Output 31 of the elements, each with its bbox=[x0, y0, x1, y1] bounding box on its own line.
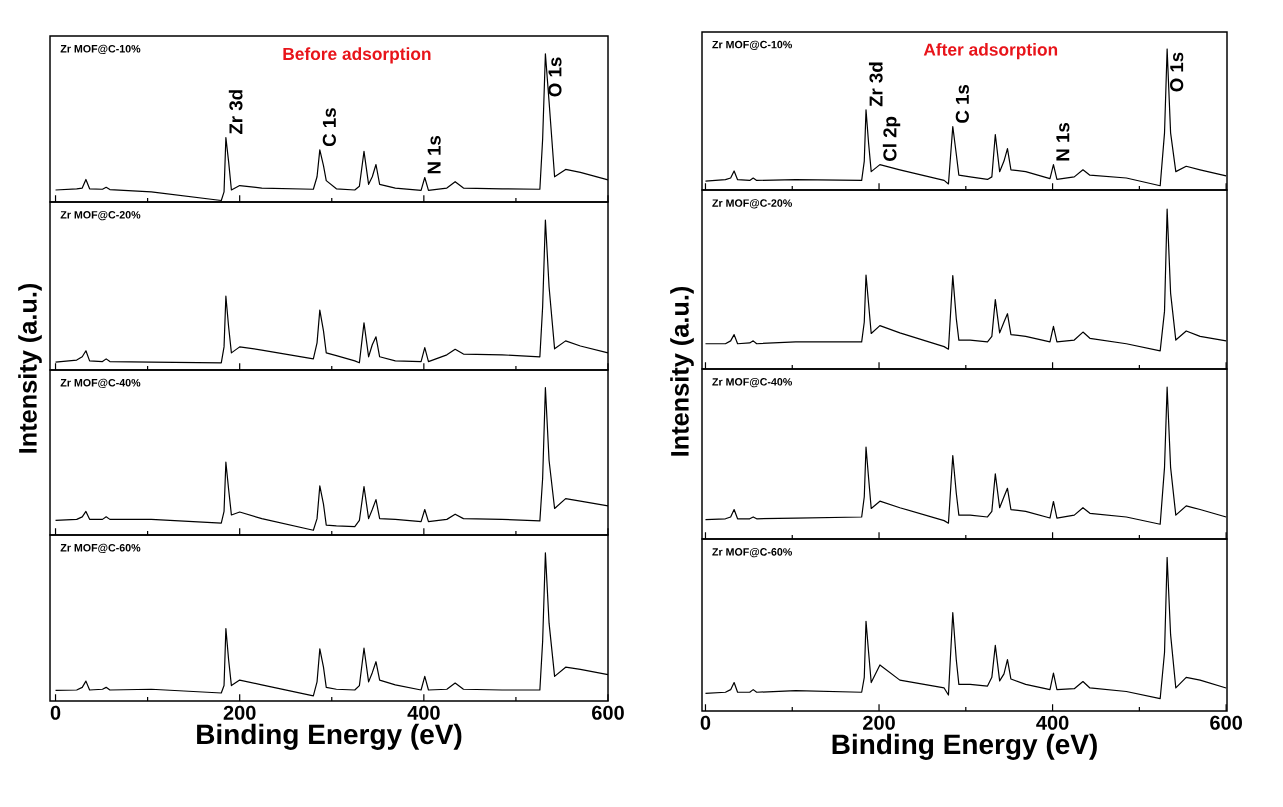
text: Zr MOF@C-20% bbox=[60, 210, 141, 221]
x-tick-label: 0 bbox=[700, 715, 711, 730]
text: Zr MOF@C-10% bbox=[60, 44, 141, 55]
annotation: O 1s bbox=[548, 57, 562, 97]
x-axis-title: Binding Energy (eV) bbox=[197, 723, 462, 750]
x-tick-label: 200 bbox=[863, 715, 895, 730]
x-tick-label: 400 bbox=[407, 705, 440, 720]
annotation: N 1s bbox=[427, 135, 441, 174]
chart-title: Before adsorption bbox=[283, 47, 431, 64]
y-axis-title: Intensity (a.u.) bbox=[670, 286, 694, 456]
chart-title: After adsorption bbox=[923, 43, 1058, 60]
annotation: N 1s bbox=[1056, 123, 1070, 161]
text: Zr MOF@C-60% bbox=[712, 548, 792, 558]
x-axis-title: Binding Energy (eV) bbox=[832, 733, 1097, 760]
text: Zr MOF@C-60% bbox=[60, 543, 141, 554]
y-axis-title: Intensity (a.u.) bbox=[18, 283, 42, 453]
annotation: Zr 3d bbox=[228, 90, 243, 135]
x-tick-label: 0 bbox=[50, 705, 61, 720]
annotation: Zr 3d bbox=[868, 62, 883, 107]
annotation: C 1s bbox=[955, 84, 969, 123]
x-tick-label: 400 bbox=[1036, 715, 1069, 730]
text: Zr MOF@C-40% bbox=[60, 378, 141, 389]
text: Zr MOF@C-40% bbox=[712, 377, 792, 388]
text: Zr MOF@C-20% bbox=[712, 199, 792, 209]
annotation: Cl 2p bbox=[882, 116, 901, 161]
annotation: O 1s bbox=[1170, 52, 1184, 92]
x-tick-label: 600 bbox=[592, 705, 624, 720]
text: Zr MOF@C-10% bbox=[712, 40, 792, 50]
x-tick-label: 600 bbox=[1210, 715, 1242, 730]
annotation: C 1s bbox=[322, 108, 336, 147]
x-tick-label: 200 bbox=[223, 705, 256, 720]
